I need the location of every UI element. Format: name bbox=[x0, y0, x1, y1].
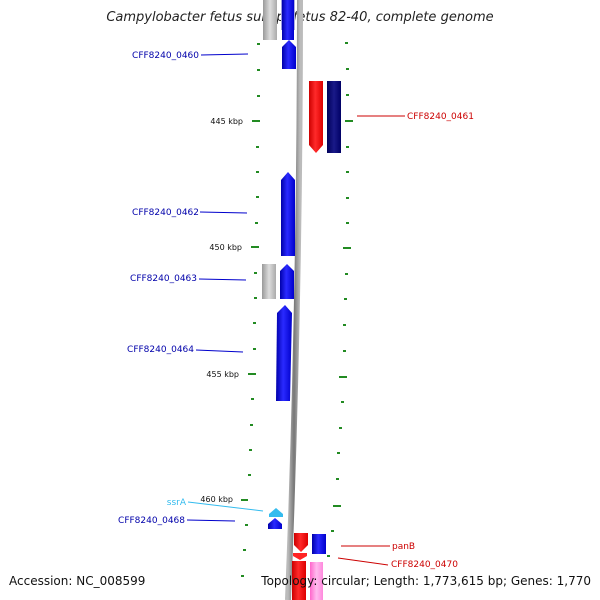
gene-connector-0464 bbox=[195, 349, 244, 353]
accession-info: Accession: NC_008599 bbox=[9, 574, 145, 588]
gene-cff8240-0461[interactable] bbox=[309, 81, 323, 153]
genome-backbone bbox=[285, 0, 303, 600]
gene-label-panb[interactable]: panB bbox=[392, 542, 415, 552]
topology-label: Topology: bbox=[261, 574, 318, 588]
scale-label-455: 455 kbp bbox=[206, 370, 239, 379]
gene-label-cff8240-0470[interactable]: CFF8240_0470 bbox=[391, 560, 458, 570]
inner-ticks bbox=[241, 43, 260, 577]
topology-value: circular bbox=[321, 574, 366, 588]
scale-label-450: 450 kbp bbox=[209, 243, 242, 252]
gene-feature-gray-0463[interactable] bbox=[262, 264, 276, 299]
genes-label: Genes: bbox=[510, 574, 553, 588]
gene-label-cff8240-0461[interactable]: CFF8240_0461 bbox=[407, 112, 474, 122]
gene-cff8240-0470-body[interactable] bbox=[292, 561, 306, 600]
gene-connector-ssra bbox=[187, 501, 264, 512]
accession-label: Accession: bbox=[9, 574, 73, 588]
gene-connector-0462 bbox=[199, 211, 248, 214]
gene-feature-top-gray[interactable] bbox=[263, 0, 277, 40]
genome-stats: Topology: circular; Length: 1,773,615 bp… bbox=[261, 574, 591, 588]
gene-label-ssra[interactable]: ssrA bbox=[167, 498, 187, 508]
gene-connector-0468 bbox=[186, 519, 236, 522]
length-value: 1,773,615 bp bbox=[422, 574, 503, 588]
gene-label-cff8240-0462[interactable]: CFF8240_0462 bbox=[132, 208, 199, 218]
gene-label-cff8240-0463[interactable]: CFF8240_0463 bbox=[130, 274, 197, 284]
scale-label-460: 460 kbp bbox=[200, 495, 233, 504]
gene-cff8240-0461-partner[interactable] bbox=[327, 81, 341, 153]
gene-feature-top-blue[interactable] bbox=[282, 0, 294, 40]
gene-label-cff8240-0468[interactable]: CFF8240_0468 bbox=[118, 516, 185, 526]
gene-cff8240-0463[interactable] bbox=[280, 264, 294, 299]
genes-value: 1,770 bbox=[556, 574, 591, 588]
gene-ssra[interactable] bbox=[269, 508, 283, 517]
accession-value: NC_008599 bbox=[76, 574, 146, 588]
gene-cff8240-0460[interactable] bbox=[282, 40, 296, 69]
gene-cff8240-0468[interactable] bbox=[268, 518, 282, 529]
gene-label-cff8240-0460[interactable]: CFF8240_0460 bbox=[132, 51, 199, 61]
gene-cff8240-0470[interactable] bbox=[293, 553, 307, 560]
gene-connector-0470 bbox=[337, 557, 389, 566]
gene-connector-0463 bbox=[198, 278, 247, 281]
gene-panb-partner[interactable] bbox=[312, 534, 326, 554]
scale-label-445: 445 kbp bbox=[210, 117, 243, 126]
outer-ticks bbox=[327, 42, 353, 557]
gene-connector-0460 bbox=[200, 53, 249, 56]
gene-panb[interactable] bbox=[294, 533, 308, 552]
length-label: Length: bbox=[373, 574, 420, 588]
gene-feature-pink[interactable] bbox=[310, 562, 323, 600]
gene-cff8240-0462[interactable] bbox=[281, 172, 295, 256]
gene-cff8240-0464[interactable] bbox=[276, 305, 292, 401]
gene-label-cff8240-0464[interactable]: CFF8240_0464 bbox=[127, 345, 194, 355]
